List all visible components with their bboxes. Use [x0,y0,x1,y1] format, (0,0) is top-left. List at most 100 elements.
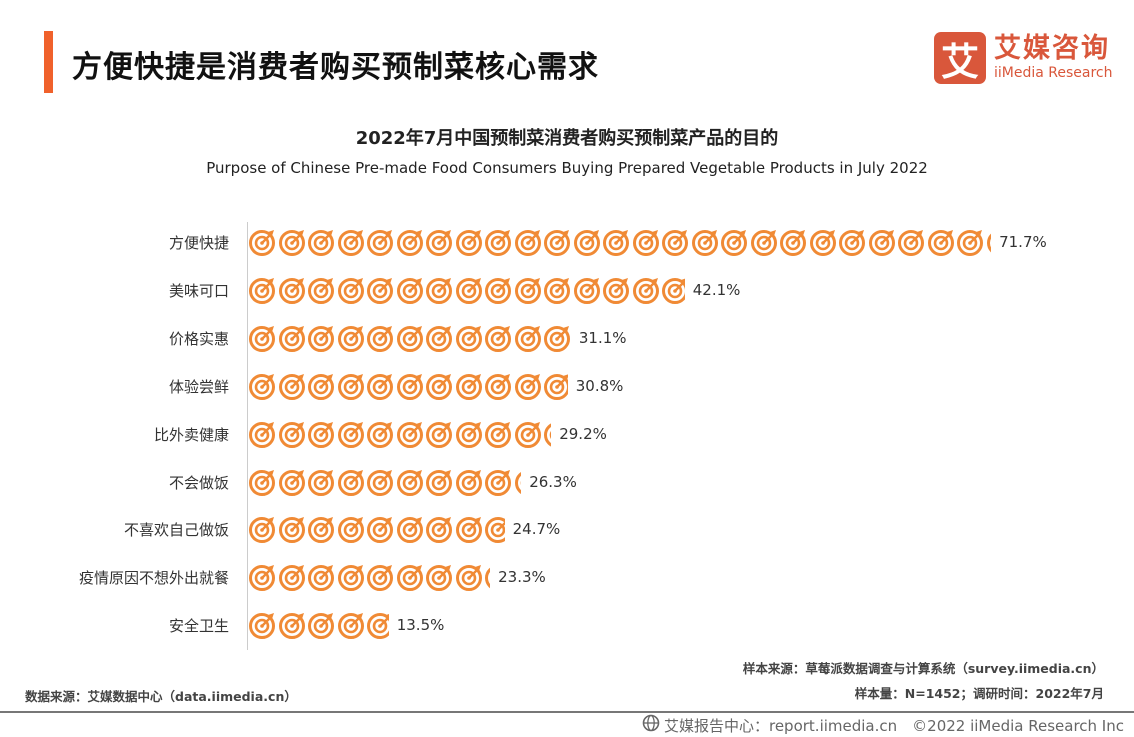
category-label: 体验尝鲜 [168,377,229,396]
target-icon [249,277,275,304]
target-icon [249,421,275,448]
target-icon [308,277,334,304]
target-icon [426,325,452,352]
logo-en: iiMedia Research [994,65,1113,81]
target-icon [632,230,659,256]
category-label: 价格实惠 [168,329,229,348]
data-source: 数据来源：艾媒数据中心（data.iimedia.cn） [25,689,297,704]
target-icon [839,230,865,256]
target-icon [514,277,541,304]
sample-info: 样本量：N=1452；调研时间：2022年7月 [854,686,1104,701]
bar-mark [249,371,568,401]
target-icon [337,565,364,592]
target-icon [780,230,806,256]
value-label: 29.2% [559,424,607,443]
chart-subtitle: Purpose of Chinese Pre-made Food Consume… [206,159,928,177]
target-icon [603,277,629,304]
target-icon [426,469,452,496]
target-icon [485,421,511,448]
value-label: 30.8% [575,376,624,395]
target-icon [632,277,659,304]
category-label: 安全卫生 [168,617,229,636]
target-icon [514,230,541,256]
target-icon [367,517,393,544]
target-icon [337,421,364,448]
target-icon [308,421,334,448]
target-icon [396,230,423,256]
target-icon [544,422,552,447]
category-label: 美味可口 [168,281,229,300]
category-label: 比外卖健康 [153,425,229,444]
target-icon [367,373,393,400]
bar-row: 价格实惠 31.1% [0,323,1134,353]
bar-row: 安全卫生 13.5% [0,610,1134,640]
target-icon [426,230,452,256]
target-icon [750,230,777,256]
target-icon [485,567,491,589]
target-icon [367,325,393,352]
target-icon [367,230,393,256]
target-icon [278,373,305,400]
target-icon [396,517,423,544]
target-icon [455,373,482,400]
target-icon [396,565,423,592]
iimedia-logo: 艾 艾媒咨询 iiMedia Research [934,32,1113,84]
target-icon [455,565,482,592]
bar-mark [249,610,389,640]
target-icon [426,373,452,400]
bar-row: 疫情原因不想外出就餐 23.3% [0,562,1134,592]
target-icon [455,517,482,544]
target-icon [278,421,305,448]
target-icon [308,230,334,256]
target-icon [485,517,505,544]
target-icon [927,230,954,256]
target-icon [278,613,305,640]
target-icon [278,325,305,352]
target-icon [868,230,895,256]
target-icon [485,277,511,304]
target-icon [278,469,305,496]
target-icon [396,325,423,352]
bar-mark [249,419,552,449]
value-label: 23.3% [498,568,546,587]
target-icon [485,373,511,400]
target-icon [337,230,364,256]
value-label: 24.7% [512,520,561,539]
title-accent-bar [44,31,53,93]
value-label: 31.1% [578,328,627,347]
target-icon [337,517,364,544]
bar-row: 体验尝鲜 30.8% [0,371,1134,401]
target-icon [367,421,393,448]
target-icon [308,517,334,544]
value-label: 42.1% [692,280,741,299]
target-icon [249,517,275,544]
target-icon [573,277,600,304]
target-icon [308,373,334,400]
bar-row: 不喜欢自己做饭 24.7% [0,514,1134,544]
target-icon [514,373,541,400]
target-icon [721,230,747,256]
bar-mark [249,227,992,257]
value-label: 71.7% [999,233,1047,251]
target-icon [662,230,688,256]
target-icon [455,325,482,352]
bar-mark [249,467,522,497]
category-label: 不喜欢自己做饭 [123,521,229,540]
footer-report: 艾媒报告中心：report.iimedia.cn ©2022 iiMedia R… [642,714,1124,736]
footer-report-text: 艾媒报告中心：report.iimedia.cn ©2022 iiMedia R… [663,716,1124,735]
target-icon [396,277,423,304]
bar-row: 比外卖健康 29.2% [0,419,1134,449]
bar-mark [249,275,685,305]
target-icon [514,421,541,448]
target-icon [573,230,600,256]
bar-mark [249,323,571,353]
target-icon [249,565,275,592]
chart-title: 2022年7月中国预制菜消费者购买预制菜产品的目的 [355,128,779,149]
logo-mark: 艾 [934,32,986,84]
category-label: 疫情原因不想外出就餐 [78,569,229,588]
target-icon [485,230,511,256]
footer-divider [0,711,1134,713]
target-icon [426,277,452,304]
target-icon [455,421,482,448]
target-icon [426,421,452,448]
